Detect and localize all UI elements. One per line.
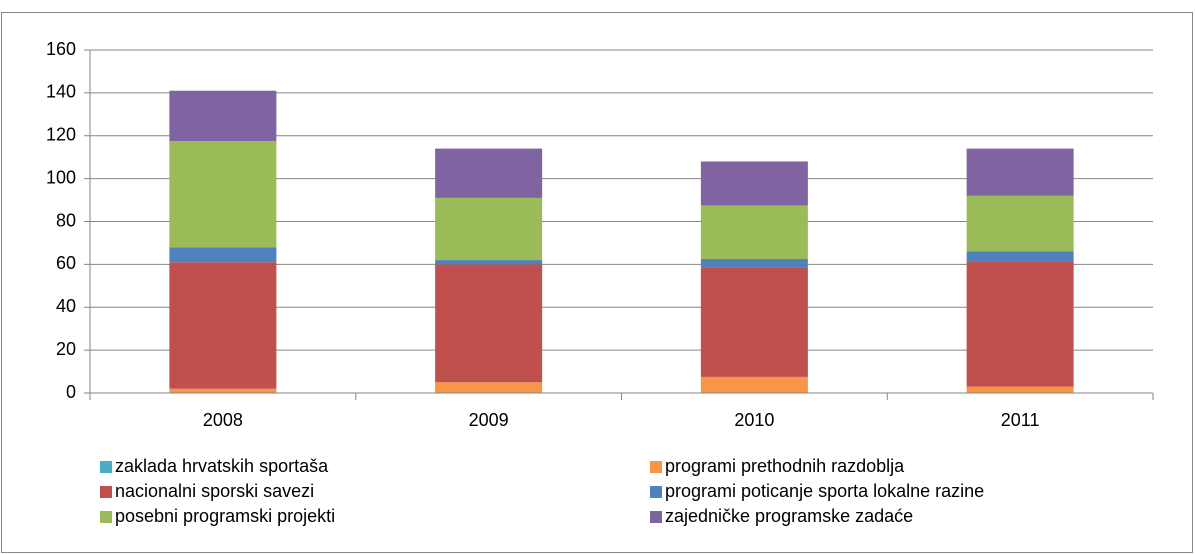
y-tick-label: 20 (56, 339, 76, 359)
bar-segment (169, 262, 277, 389)
bar-segment (700, 376, 808, 393)
legend-label: nacionalni sporski savezi (115, 481, 314, 501)
legend-label: programi poticanje sporta lokalne razine (665, 481, 984, 501)
legend-swatch (650, 461, 662, 473)
bar-segment (169, 141, 277, 248)
bar-segment (966, 148, 1074, 196)
x-tick-label: 2008 (203, 410, 243, 430)
y-tick-label: 0 (66, 382, 76, 402)
bar-segment (169, 247, 277, 263)
bar-segment (435, 264, 543, 383)
bar-segment (966, 386, 1074, 393)
y-tick-label: 80 (56, 210, 76, 230)
bar-segment (700, 205, 808, 260)
legend-label: programi prethodnih razdoblja (665, 456, 905, 476)
legend-swatch (100, 486, 112, 498)
legend-label: zaklada hrvatskih sportaša (115, 456, 329, 476)
bar-segment (700, 161, 808, 206)
bar-segment (966, 261, 1074, 387)
bar-segment (169, 90, 277, 142)
y-tick-label: 140 (46, 82, 76, 102)
x-tick-label: 2010 (734, 410, 774, 430)
bar-segment (700, 259, 808, 268)
legend-swatch (100, 461, 112, 473)
bar-segment (700, 267, 808, 377)
bar-segment (435, 260, 543, 265)
bar-segment (435, 197, 543, 261)
y-tick-label: 100 (46, 167, 76, 187)
bar-segment (169, 388, 277, 393)
y-tick-label: 60 (56, 253, 76, 273)
bar-segment (966, 195, 1074, 252)
legend-swatch (650, 486, 662, 498)
bar-segment (435, 148, 543, 198)
y-tick-label: 160 (46, 39, 76, 59)
y-tick-label: 120 (46, 125, 76, 145)
x-tick-label: 2009 (469, 410, 509, 430)
legend-swatch (100, 511, 112, 523)
y-tick-label: 40 (56, 296, 76, 316)
legend-swatch (650, 511, 662, 523)
bar-segment (966, 251, 1074, 262)
legend-label: zajedničke programske zadaće (665, 506, 913, 526)
bar-segment (435, 382, 543, 393)
legend-label: posebni programski projekti (115, 506, 335, 526)
x-tick-label: 2011 (1001, 410, 1040, 430)
